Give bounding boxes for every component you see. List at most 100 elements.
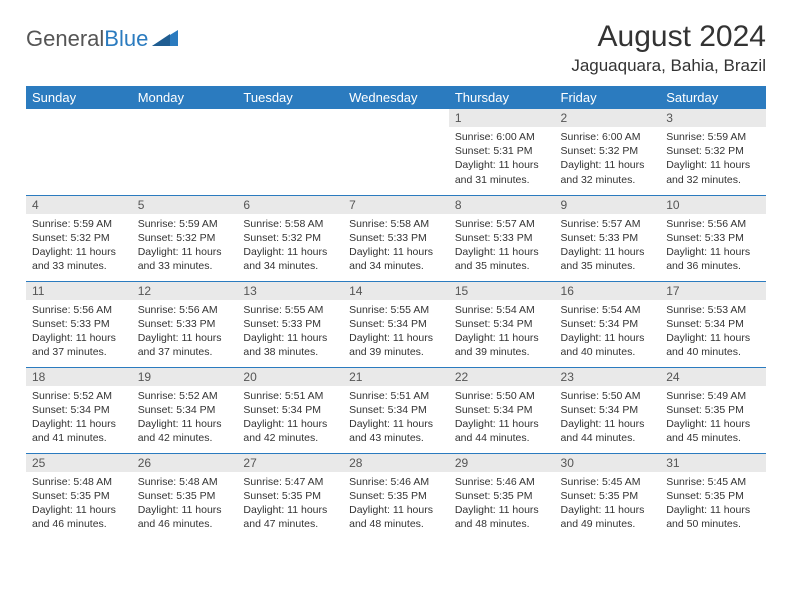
day-details: Sunrise: 6:00 AMSunset: 5:32 PMDaylight:… <box>555 127 661 189</box>
day-number: 16 <box>555 282 661 300</box>
day-details: Sunrise: 5:52 AMSunset: 5:34 PMDaylight:… <box>132 386 238 448</box>
day-number: 1 <box>449 109 555 127</box>
day-number: 2 <box>555 109 661 127</box>
day-number: 18 <box>26 368 132 386</box>
day-number: 4 <box>26 196 132 214</box>
day-details: Sunrise: 5:59 AMSunset: 5:32 PMDaylight:… <box>26 214 132 276</box>
logo-text-blue: Blue <box>104 26 148 52</box>
day-details: Sunrise: 5:57 AMSunset: 5:33 PMDaylight:… <box>555 214 661 276</box>
day-number: 6 <box>237 196 343 214</box>
calendar-day-cell: 9Sunrise: 5:57 AMSunset: 5:33 PMDaylight… <box>555 195 661 281</box>
calendar-day-cell: 3Sunrise: 5:59 AMSunset: 5:32 PMDaylight… <box>660 109 766 195</box>
day-details: Sunrise: 5:48 AMSunset: 5:35 PMDaylight:… <box>132 472 238 534</box>
calendar-empty-cell <box>343 109 449 195</box>
day-number: 27 <box>237 454 343 472</box>
calendar-empty-cell <box>26 109 132 195</box>
calendar-empty-cell <box>132 109 238 195</box>
day-number: 15 <box>449 282 555 300</box>
calendar-day-cell: 8Sunrise: 5:57 AMSunset: 5:33 PMDaylight… <box>449 195 555 281</box>
day-number: 19 <box>132 368 238 386</box>
calendar-empty-cell <box>237 109 343 195</box>
day-number: 29 <box>449 454 555 472</box>
day-number: 12 <box>132 282 238 300</box>
calendar-day-cell: 2Sunrise: 6:00 AMSunset: 5:32 PMDaylight… <box>555 109 661 195</box>
day-number: 5 <box>132 196 238 214</box>
calendar-table: SundayMondayTuesdayWednesdayThursdayFrid… <box>26 86 766 539</box>
calendar-day-cell: 16Sunrise: 5:54 AMSunset: 5:34 PMDayligh… <box>555 281 661 367</box>
day-number: 23 <box>555 368 661 386</box>
calendar-day-cell: 7Sunrise: 5:58 AMSunset: 5:33 PMDaylight… <box>343 195 449 281</box>
day-number: 14 <box>343 282 449 300</box>
day-details: Sunrise: 5:57 AMSunset: 5:33 PMDaylight:… <box>449 214 555 276</box>
calendar-day-cell: 13Sunrise: 5:55 AMSunset: 5:33 PMDayligh… <box>237 281 343 367</box>
day-number: 7 <box>343 196 449 214</box>
weekday-header-cell: Tuesday <box>237 86 343 109</box>
day-details: Sunrise: 5:59 AMSunset: 5:32 PMDaylight:… <box>660 127 766 189</box>
day-details: Sunrise: 5:55 AMSunset: 5:33 PMDaylight:… <box>237 300 343 362</box>
calendar-day-cell: 26Sunrise: 5:48 AMSunset: 5:35 PMDayligh… <box>132 453 238 539</box>
weekday-header-cell: Wednesday <box>343 86 449 109</box>
day-number: 13 <box>237 282 343 300</box>
day-number: 25 <box>26 454 132 472</box>
day-number: 30 <box>555 454 661 472</box>
day-number: 8 <box>449 196 555 214</box>
calendar-day-cell: 23Sunrise: 5:50 AMSunset: 5:34 PMDayligh… <box>555 367 661 453</box>
day-details: Sunrise: 5:52 AMSunset: 5:34 PMDaylight:… <box>26 386 132 448</box>
weekday-header-cell: Friday <box>555 86 661 109</box>
day-details: Sunrise: 5:56 AMSunset: 5:33 PMDaylight:… <box>26 300 132 362</box>
day-number: 9 <box>555 196 661 214</box>
calendar-day-cell: 25Sunrise: 5:48 AMSunset: 5:35 PMDayligh… <box>26 453 132 539</box>
day-details: Sunrise: 5:53 AMSunset: 5:34 PMDaylight:… <box>660 300 766 362</box>
calendar-week-row: 11Sunrise: 5:56 AMSunset: 5:33 PMDayligh… <box>26 281 766 367</box>
calendar-day-cell: 18Sunrise: 5:52 AMSunset: 5:34 PMDayligh… <box>26 367 132 453</box>
calendar-day-cell: 4Sunrise: 5:59 AMSunset: 5:32 PMDaylight… <box>26 195 132 281</box>
day-number: 31 <box>660 454 766 472</box>
calendar-day-cell: 20Sunrise: 5:51 AMSunset: 5:34 PMDayligh… <box>237 367 343 453</box>
day-details: Sunrise: 5:59 AMSunset: 5:32 PMDaylight:… <box>132 214 238 276</box>
calendar-day-cell: 11Sunrise: 5:56 AMSunset: 5:33 PMDayligh… <box>26 281 132 367</box>
title-block: August 2024 Jaguaquara, Bahia, Brazil <box>571 20 766 76</box>
calendar-day-cell: 31Sunrise: 5:45 AMSunset: 5:35 PMDayligh… <box>660 453 766 539</box>
day-number: 24 <box>660 368 766 386</box>
calendar-week-row: 1Sunrise: 6:00 AMSunset: 5:31 PMDaylight… <box>26 109 766 195</box>
day-number: 26 <box>132 454 238 472</box>
location-subtitle: Jaguaquara, Bahia, Brazil <box>571 56 766 76</box>
logo-triangle-icon <box>152 26 178 52</box>
day-number: 10 <box>660 196 766 214</box>
calendar-day-cell: 14Sunrise: 5:55 AMSunset: 5:34 PMDayligh… <box>343 281 449 367</box>
day-details: Sunrise: 5:58 AMSunset: 5:32 PMDaylight:… <box>237 214 343 276</box>
header: GeneralBlue August 2024 Jaguaquara, Bahi… <box>26 20 766 76</box>
day-number: 28 <box>343 454 449 472</box>
day-details: Sunrise: 5:56 AMSunset: 5:33 PMDaylight:… <box>132 300 238 362</box>
day-details: Sunrise: 5:46 AMSunset: 5:35 PMDaylight:… <box>343 472 449 534</box>
calendar-day-cell: 24Sunrise: 5:49 AMSunset: 5:35 PMDayligh… <box>660 367 766 453</box>
day-details: Sunrise: 5:58 AMSunset: 5:33 PMDaylight:… <box>343 214 449 276</box>
calendar-day-cell: 10Sunrise: 5:56 AMSunset: 5:33 PMDayligh… <box>660 195 766 281</box>
calendar-weekday-header: SundayMondayTuesdayWednesdayThursdayFrid… <box>26 86 766 109</box>
logo: GeneralBlue <box>26 20 178 52</box>
weekday-header-cell: Sunday <box>26 86 132 109</box>
weekday-header-cell: Monday <box>132 86 238 109</box>
logo-text-general: General <box>26 26 104 52</box>
calendar-day-cell: 21Sunrise: 5:51 AMSunset: 5:34 PMDayligh… <box>343 367 449 453</box>
calendar-day-cell: 1Sunrise: 6:00 AMSunset: 5:31 PMDaylight… <box>449 109 555 195</box>
calendar-day-cell: 12Sunrise: 5:56 AMSunset: 5:33 PMDayligh… <box>132 281 238 367</box>
calendar-page: GeneralBlue August 2024 Jaguaquara, Bahi… <box>0 0 792 539</box>
day-details: Sunrise: 5:45 AMSunset: 5:35 PMDaylight:… <box>660 472 766 534</box>
day-details: Sunrise: 5:46 AMSunset: 5:35 PMDaylight:… <box>449 472 555 534</box>
calendar-day-cell: 29Sunrise: 5:46 AMSunset: 5:35 PMDayligh… <box>449 453 555 539</box>
calendar-day-cell: 30Sunrise: 5:45 AMSunset: 5:35 PMDayligh… <box>555 453 661 539</box>
day-details: Sunrise: 5:45 AMSunset: 5:35 PMDaylight:… <box>555 472 661 534</box>
day-number: 17 <box>660 282 766 300</box>
day-number: 22 <box>449 368 555 386</box>
day-details: Sunrise: 5:50 AMSunset: 5:34 PMDaylight:… <box>555 386 661 448</box>
calendar-body: 1Sunrise: 6:00 AMSunset: 5:31 PMDaylight… <box>26 109 766 539</box>
weekday-header-cell: Thursday <box>449 86 555 109</box>
month-title: August 2024 <box>571 20 766 54</box>
day-details: Sunrise: 5:56 AMSunset: 5:33 PMDaylight:… <box>660 214 766 276</box>
day-details: Sunrise: 5:49 AMSunset: 5:35 PMDaylight:… <box>660 386 766 448</box>
day-details: Sunrise: 5:51 AMSunset: 5:34 PMDaylight:… <box>343 386 449 448</box>
day-number: 11 <box>26 282 132 300</box>
day-details: Sunrise: 5:47 AMSunset: 5:35 PMDaylight:… <box>237 472 343 534</box>
day-details: Sunrise: 5:54 AMSunset: 5:34 PMDaylight:… <box>449 300 555 362</box>
